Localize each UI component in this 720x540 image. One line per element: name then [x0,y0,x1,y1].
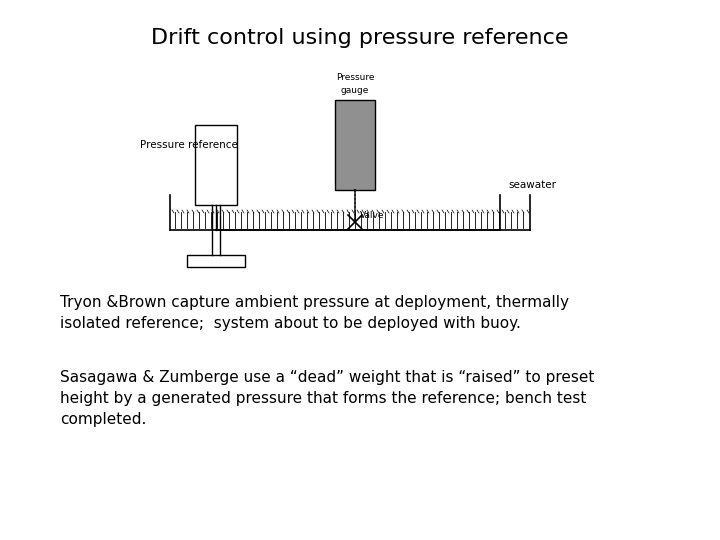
Text: Pressure: Pressure [336,73,374,82]
Text: seawater: seawater [508,180,556,190]
Text: Valve: Valve [360,211,384,220]
Text: Tryon &Brown capture ambient pressure at deployment, thermally
isolated referenc: Tryon &Brown capture ambient pressure at… [60,295,569,331]
Text: gauge: gauge [341,86,369,95]
Text: Drift control using pressure reference: Drift control using pressure reference [151,28,569,48]
Bar [335,100,375,190]
Bar [195,125,237,205]
Text: Sasagawa & Zumberge use a “dead” weight that is “raised” to preset
height by a g: Sasagawa & Zumberge use a “dead” weight … [60,370,595,427]
Text: Pressure reference: Pressure reference [140,140,238,150]
Bar [187,255,245,267]
